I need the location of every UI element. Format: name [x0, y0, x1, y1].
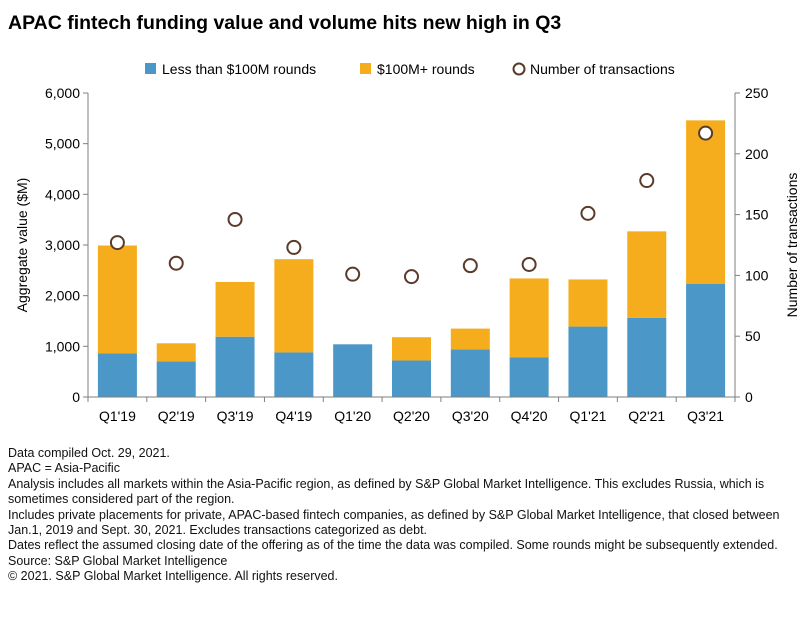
bar-less-than-100m — [215, 336, 255, 397]
legend-label: Less than $100M rounds — [162, 61, 316, 77]
right-tick-label: 150 — [745, 207, 769, 223]
legend-item-large-rounds: $100M+ rounds — [360, 61, 475, 77]
x-tick-label: Q1'21 — [569, 408, 606, 424]
bar-less-than-100m — [686, 284, 726, 397]
bar-less-than-100m — [97, 353, 137, 397]
footnote: Includes private placements for private,… — [8, 507, 780, 538]
y-axis-label: Aggregate value ($M) — [14, 178, 30, 313]
bar-less-than-100m — [568, 326, 608, 397]
transaction-point — [521, 256, 537, 272]
chart-title: APAC fintech funding value and volume hi… — [8, 12, 562, 34]
footnotes: Data compiled Oct. 29, 2021. APAC = Asia… — [8, 446, 804, 585]
left-axis: 0 1,000 2,000 3,000 4,000 5,000 6,000 — [45, 85, 89, 405]
funding-chart: Less than $100M rounds $100M+ rounds Numbe… — [14, 61, 800, 424]
footnote: Analysis includes all markets within the… — [8, 476, 765, 507]
right-tick-label: 100 — [745, 267, 769, 283]
legend-item-small-rounds: Less than $100M rounds — [145, 61, 316, 77]
legend-swatch — [360, 63, 371, 74]
bars — [97, 120, 726, 397]
bar-less-than-100m — [627, 317, 667, 397]
bar-100m-plus — [156, 343, 196, 362]
legend-label: $100M+ rounds — [377, 61, 475, 77]
right-tick-label: 250 — [745, 85, 769, 101]
bar-100m-plus — [627, 231, 667, 318]
transaction-point — [286, 239, 302, 255]
source-note: Source: S&P Global Market Intelligence — [8, 553, 228, 568]
left-tick-label: 3,000 — [45, 237, 80, 253]
x-tick-label: Q1'20 — [334, 408, 371, 424]
x-tick-label: Q2'21 — [628, 408, 665, 424]
bar-100m-plus — [450, 328, 490, 350]
footnote: Data compiled Oct. 29, 2021. — [8, 446, 170, 460]
bar-100m-plus — [509, 278, 549, 358]
legend: Less than $100M rounds $100M+ rounds Numbe… — [145, 61, 675, 77]
transaction-point — [698, 125, 714, 141]
bar-100m-plus — [568, 279, 608, 327]
transaction-point — [109, 235, 125, 251]
x-tick-label: Q2'20 — [393, 408, 430, 424]
transaction-point — [227, 211, 243, 227]
x-axis: Q1'19 Q2'19 Q3'19 Q4'19 Q1'20 Q2'20 Q3'20 Q4'20… — [87, 396, 736, 424]
transaction-point — [404, 269, 419, 285]
left-tick-label: 1,000 — [45, 338, 80, 354]
legend-marker — [512, 62, 526, 76]
footnote: Dates reflect the assumed closing date o… — [8, 538, 778, 553]
legend-swatch — [145, 63, 156, 74]
bar-100m-plus — [686, 120, 726, 285]
x-tick-label: Q2'19 — [158, 408, 195, 424]
right-tick-label: 0 — [745, 389, 753, 405]
bar-less-than-100m — [156, 361, 196, 397]
bar-100m-plus — [392, 337, 431, 361]
transaction-markers — [109, 125, 714, 285]
bar-less-than-100m — [392, 360, 431, 397]
right-tick-label: 200 — [745, 146, 769, 162]
bar-less-than-100m — [274, 352, 314, 397]
bar-less-than-100m — [509, 357, 549, 397]
right-axis: 0 50 100 150 200 250 — [734, 85, 769, 405]
left-tick-label: 6,000 — [45, 85, 80, 101]
x-tick-label: Q4'19 — [275, 408, 312, 424]
footnote: APAC = Asia-Pacific — [8, 461, 120, 476]
transaction-point — [345, 266, 361, 282]
left-tick-label: 0 — [72, 389, 80, 405]
copyright-note: © 2021. S&P Global Market Intelligence. … — [8, 569, 338, 584]
left-tick-label: 4,000 — [45, 186, 80, 202]
transaction-point — [168, 255, 184, 271]
legend-label: Number of transactions — [530, 61, 675, 77]
left-tick-label: 5,000 — [45, 136, 80, 152]
x-tick-label: Q3'20 — [452, 408, 489, 424]
transaction-point — [580, 205, 596, 221]
left-tick-label: 2,000 — [45, 288, 80, 304]
x-tick-label: Q3'19 — [217, 408, 254, 424]
legend-item-transactions: Number of transactions — [512, 61, 675, 77]
bar-less-than-100m — [333, 344, 373, 397]
x-tick-label: Q4'20 — [511, 408, 548, 424]
transaction-point — [639, 173, 655, 189]
bar-less-than-100m — [450, 349, 490, 397]
x-tick-label: Q1'19 — [99, 408, 136, 424]
bar-100m-plus — [274, 259, 314, 353]
bar-100m-plus — [97, 245, 137, 354]
y2-axis-label: Number of transactions — [784, 173, 800, 318]
x-tick-label: Q3'21 — [687, 408, 724, 424]
transaction-point — [462, 258, 478, 274]
right-tick-label: 50 — [745, 328, 761, 344]
bar-100m-plus — [215, 281, 255, 337]
